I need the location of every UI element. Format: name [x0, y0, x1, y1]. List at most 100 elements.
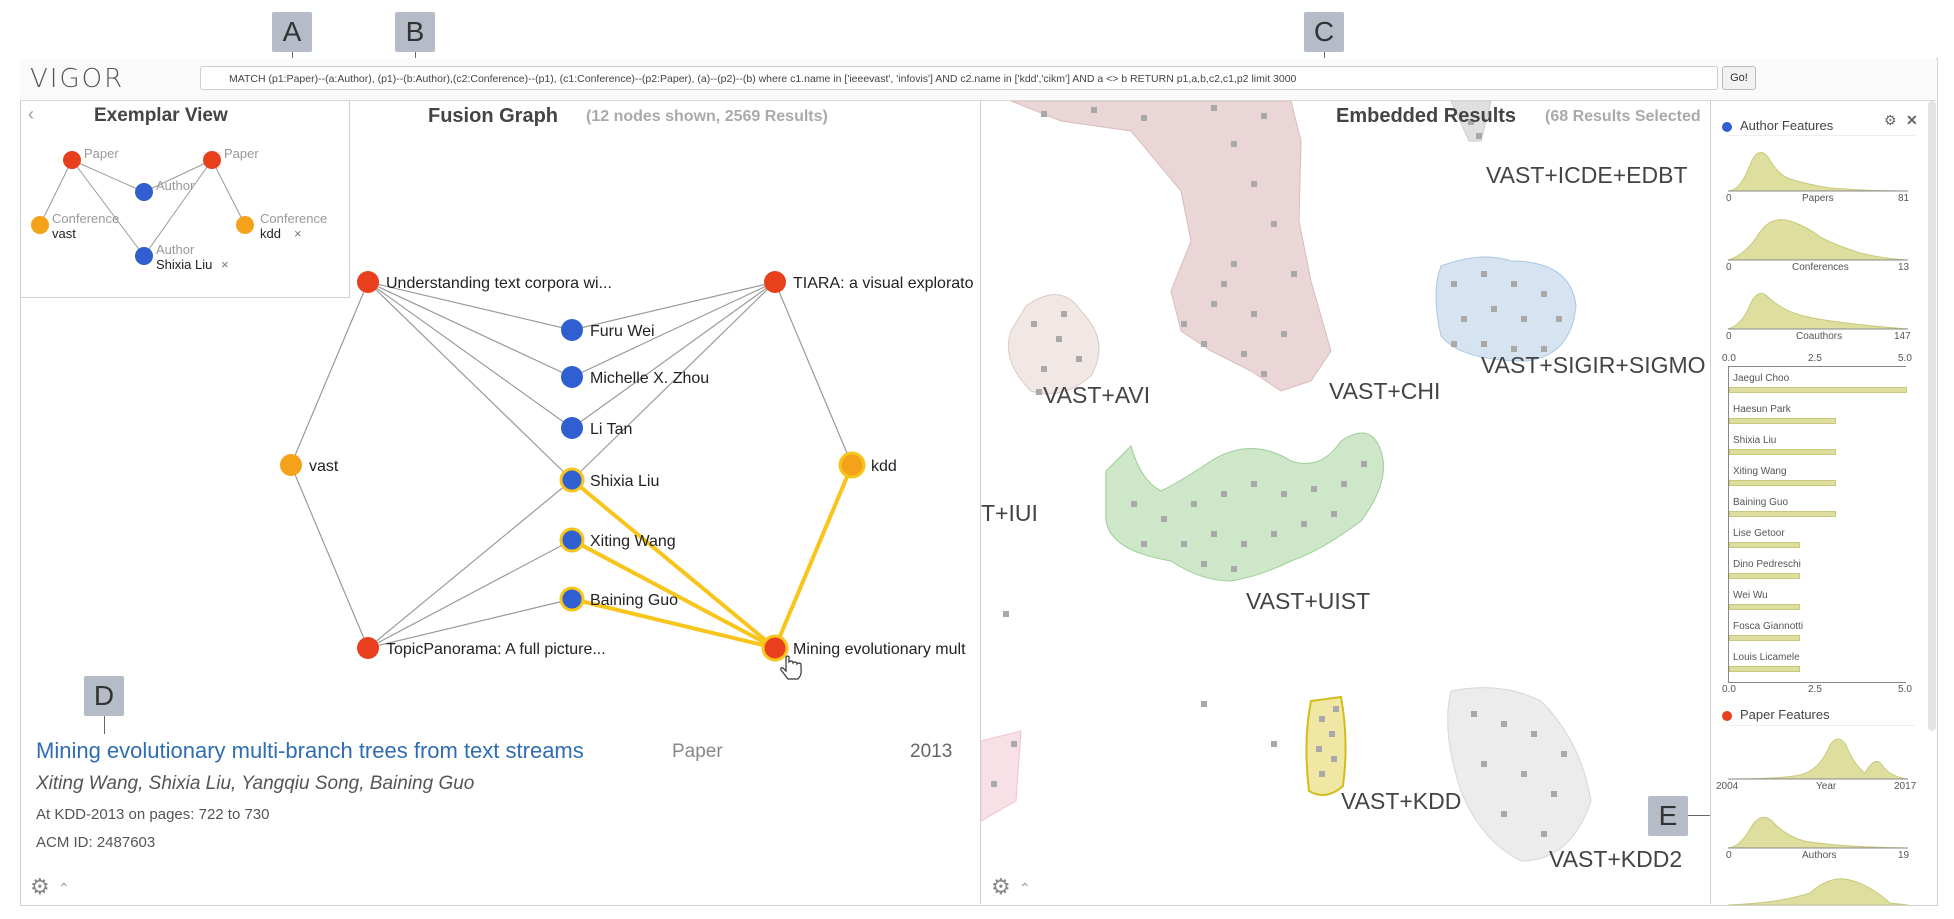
gear-icon[interactable]: ⚙	[30, 874, 50, 899]
fusion-node-paper-2[interactable]	[764, 271, 786, 293]
bar-axis-bottom-0: 0.0	[1722, 684, 1736, 695]
author-bar-label: Fosca Giannotti	[1733, 621, 1804, 632]
author-bar-label: Jaegul Choo	[1733, 373, 1790, 384]
author-bar[interactable]	[1729, 511, 1836, 517]
exemplar-label-paper-2: Paper	[224, 146, 259, 161]
cluster-region-kdd2[interactable]	[1447, 687, 1592, 862]
fusion-node-author-furu-wei[interactable]	[561, 319, 583, 341]
fusion-label-paper-4: Mining evolutionary mult	[793, 641, 966, 658]
fusion-label-shixia: Shixia Liu	[590, 473, 659, 490]
panel-divider	[980, 101, 981, 904]
author-bar-label: Wei Wu	[1733, 590, 1768, 601]
exemplar-label-paper-1: Paper	[84, 146, 119, 161]
author-bar[interactable]	[1729, 666, 1801, 672]
close-icon[interactable]: ✕	[1906, 112, 1918, 128]
bar-axis-top-0: 0.0	[1722, 353, 1736, 364]
conferences-distribution	[1727, 219, 1909, 261]
author-bar-label: Lise Getoor	[1733, 528, 1785, 539]
author-bar[interactable]	[1729, 604, 1801, 610]
author-bar[interactable]	[1729, 418, 1836, 424]
year-max: 2017	[1894, 781, 1917, 792]
author-bar-label: Dino Pedreschi	[1733, 559, 1801, 570]
author-bar[interactable]	[1729, 480, 1836, 486]
exemplar-label-author-2: Author	[156, 242, 195, 257]
author-bar[interactable]	[1729, 387, 1907, 393]
fusion-node-conference-vast[interactable]	[280, 454, 302, 476]
callout-d-line	[104, 716, 105, 734]
fusion-label-vast: vast	[309, 458, 339, 475]
papers-distribution	[1727, 152, 1909, 192]
exemplar-node-conference-vast[interactable]	[31, 216, 49, 234]
author-feature-charts	[1727, 135, 1915, 330]
cluster-region-avi[interactable]	[1008, 294, 1100, 395]
author-bar[interactable]	[1729, 635, 1801, 641]
remove-kdd-icon[interactable]: ×	[294, 226, 302, 241]
go-button[interactable]: Go!	[1722, 66, 1756, 90]
fusion-node-author-michelle[interactable]	[561, 366, 583, 388]
exemplar-label-author-1: Author	[156, 178, 195, 193]
authors-min: 0	[1726, 850, 1732, 861]
fusion-node-author-shixia[interactable]	[559, 467, 585, 493]
chevron-up-icon[interactable]: ⌃	[1019, 880, 1031, 896]
fusion-node-author-xiting[interactable]	[559, 527, 585, 553]
chevron-left-icon[interactable]: ‹	[28, 104, 34, 124]
cluster-label-kdd2: VAST+KDD2	[1549, 846, 1682, 872]
bar-axis-line-bottom	[1728, 682, 1906, 683]
cluster-region-chi[interactable]	[1010, 101, 1332, 392]
author-bar[interactable]	[1729, 542, 1801, 548]
cluster-region-kdd[interactable]	[1305, 695, 1347, 796]
fusion-label-li-tan: Li Tan	[590, 421, 632, 438]
exemplar-node-paper-1[interactable]	[63, 151, 81, 169]
app-logo: VIGOR	[30, 64, 125, 94]
cluster-label-iui: T+IUI	[981, 500, 1038, 526]
detail-acm-id: ACM ID: 2487603	[36, 834, 156, 851]
fusion-node-paper-3[interactable]	[357, 637, 379, 659]
cluster-region-sigir[interactable]	[1435, 256, 1577, 362]
chevron-up-icon[interactable]: ⌃	[58, 880, 70, 896]
author-bar-label: Shixia Liu	[1733, 435, 1777, 446]
features-scrollbar[interactable]	[1928, 101, 1936, 731]
year-distribution	[1727, 738, 1909, 780]
author-features-label: Author Features	[1740, 118, 1834, 133]
exemplar-view-title: Exemplar View	[94, 105, 228, 126]
authors-max: 19	[1898, 850, 1910, 861]
author-dot-icon	[1722, 121, 1732, 132]
author-bar-label: Louis Licamele	[1733, 652, 1800, 663]
remove-shixia-icon[interactable]: ×	[221, 257, 229, 272]
exemplar-label-conf-kdd: Conference	[260, 211, 327, 226]
gear-icon[interactable]: ⚙	[1884, 112, 1897, 128]
fusion-node-paper-4[interactable]	[761, 634, 789, 662]
author-bar-label: Haesun Park	[1733, 404, 1791, 415]
fusion-node-conference-kdd[interactable]	[838, 451, 866, 479]
exemplar-node-conference-kdd[interactable]	[236, 216, 254, 234]
detail-venue: At KDD-2013 on pages: 722 to 730	[36, 806, 270, 823]
fusion-label-baining: Baining Guo	[590, 592, 678, 609]
fusion-node-author-baining[interactable]	[559, 586, 585, 612]
detail-title-link[interactable]: Mining evolutionary multi-branch trees f…	[36, 738, 584, 763]
query-input[interactable]: MATCH (p1:Paper)--(a:Author), (p1)--(b:A…	[200, 66, 1718, 90]
fusion-label-xiting: Xiting Wang	[590, 533, 676, 550]
year-label: Year	[1816, 781, 1837, 792]
exemplar-view	[20, 101, 350, 298]
author-bar[interactable]	[1729, 573, 1801, 579]
fusion-label-paper-1: Understanding text corpora wi...	[386, 275, 612, 292]
callout-a: A	[272, 12, 312, 52]
coauthors-max: 147	[1894, 331, 1911, 342]
fusion-node-author-li-tan[interactable]	[561, 417, 583, 439]
conferences-label: Conferences	[1792, 262, 1849, 273]
fusion-graph-subtitle: (12 nodes shown, 2569 Results)	[586, 108, 828, 125]
author-bar[interactable]	[1729, 449, 1836, 455]
authors-label: Authors	[1802, 850, 1837, 861]
exemplar-node-paper-2[interactable]	[203, 151, 221, 169]
exemplar-node-author-shixia[interactable]	[135, 247, 153, 265]
exemplar-sub-vast: vast	[52, 226, 76, 241]
gear-icon[interactable]: ⚙	[991, 874, 1011, 899]
cluster-label-sigir: VAST+SIGIR+SIGMO	[1481, 352, 1706, 378]
fusion-node-paper-1[interactable]	[357, 271, 379, 293]
cluster-label-kdd: VAST+KDD	[1341, 788, 1461, 814]
cluster-region-uist[interactable]	[1105, 432, 1384, 582]
fusion-label-paper-2: TIARA: a visual explorato	[793, 275, 974, 292]
cluster-region-left[interactable]	[981, 730, 1022, 822]
exemplar-node-author-1[interactable]	[135, 183, 153, 201]
embedded-results-map: VAST+ICDE+EDBT VAST+AVI VAST+CHI VAST+SI…	[981, 101, 1706, 872]
